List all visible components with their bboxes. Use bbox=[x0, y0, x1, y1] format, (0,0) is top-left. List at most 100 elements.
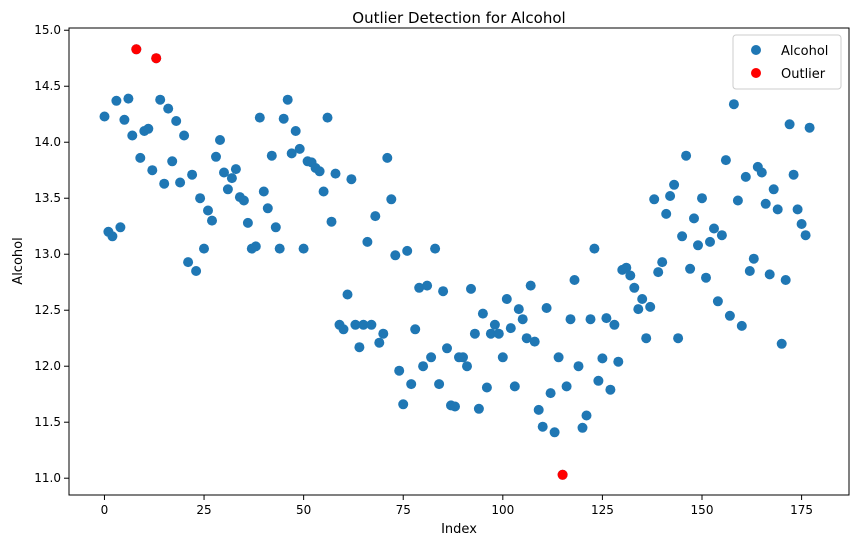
x-tick-label: 125 bbox=[591, 503, 614, 517]
data-point bbox=[537, 421, 548, 432]
chart-title: Outlier Detection for Alcohol bbox=[352, 9, 565, 27]
data-point bbox=[756, 167, 767, 178]
data-point bbox=[509, 381, 520, 392]
data-point bbox=[274, 243, 285, 254]
data-point bbox=[278, 113, 289, 124]
data-point bbox=[553, 352, 564, 363]
data-point bbox=[645, 301, 656, 312]
y-tick-label: 11.0 bbox=[34, 471, 61, 485]
data-point bbox=[226, 173, 237, 184]
data-point bbox=[290, 126, 301, 136]
data-point bbox=[485, 328, 496, 339]
data-point bbox=[119, 114, 130, 125]
data-point bbox=[784, 119, 795, 130]
data-point bbox=[143, 123, 154, 134]
data-point bbox=[685, 263, 696, 274]
data-point bbox=[736, 320, 747, 331]
data-point bbox=[318, 186, 329, 197]
data-point bbox=[171, 116, 182, 126]
data-point bbox=[195, 193, 206, 204]
data-point bbox=[123, 93, 134, 104]
data-point bbox=[358, 319, 369, 330]
data-point bbox=[712, 296, 723, 307]
data-point bbox=[466, 283, 476, 294]
data-point bbox=[613, 356, 624, 367]
data-point bbox=[163, 103, 174, 114]
data-point bbox=[266, 150, 277, 161]
data-point bbox=[673, 333, 684, 344]
data-point bbox=[167, 156, 178, 167]
data-point bbox=[107, 231, 118, 242]
data-point bbox=[222, 184, 233, 195]
data-point bbox=[382, 152, 393, 163]
data-point bbox=[211, 151, 221, 162]
data-point bbox=[199, 243, 209, 254]
data-point bbox=[330, 168, 341, 179]
data-point bbox=[434, 379, 445, 390]
data-point bbox=[250, 241, 261, 252]
data-point bbox=[489, 319, 500, 330]
data-point bbox=[155, 94, 166, 105]
data-point bbox=[406, 379, 417, 390]
data-point bbox=[366, 319, 377, 330]
data-point bbox=[458, 352, 468, 363]
data-point bbox=[521, 333, 532, 344]
outlier-point bbox=[557, 469, 568, 480]
y-tick-label: 13.0 bbox=[34, 247, 61, 261]
data-point bbox=[350, 319, 361, 330]
data-point bbox=[286, 148, 297, 159]
data-point bbox=[314, 166, 325, 177]
series-outlier bbox=[131, 44, 568, 480]
data-point bbox=[716, 230, 727, 241]
y-axis: 11.0 11.5 12.0 12.5 13.0 13.5 14.0 14.5 15.0 bbox=[34, 23, 69, 485]
data-point bbox=[159, 178, 170, 189]
x-axis: 0 25 50 75 100 125 150 175 bbox=[101, 495, 813, 517]
data-point bbox=[238, 195, 249, 206]
data-point bbox=[669, 179, 680, 190]
data-point bbox=[418, 361, 429, 372]
y-tick-label: 14.0 bbox=[34, 135, 61, 149]
data-point bbox=[207, 215, 217, 226]
data-point bbox=[569, 275, 580, 285]
data-point bbox=[609, 319, 620, 330]
data-point bbox=[764, 269, 775, 280]
data-point bbox=[505, 323, 516, 334]
data-point bbox=[768, 184, 779, 195]
data-point bbox=[629, 282, 640, 293]
x-tick-label: 75 bbox=[396, 503, 411, 517]
y-axis-label: Alcohol bbox=[11, 237, 26, 284]
data-point bbox=[294, 143, 305, 154]
data-point bbox=[414, 282, 425, 293]
data-point bbox=[497, 352, 508, 363]
data-point bbox=[748, 253, 759, 264]
legend: Alcohol Outlier bbox=[732, 34, 842, 90]
data-point bbox=[481, 382, 492, 393]
data-point bbox=[462, 361, 472, 372]
data-point bbox=[589, 243, 600, 254]
data-point bbox=[438, 286, 449, 297]
data-point bbox=[697, 193, 707, 204]
x-tick-label: 50 bbox=[296, 503, 311, 517]
data-point bbox=[689, 213, 699, 224]
data-point bbox=[135, 152, 146, 163]
data-point bbox=[637, 294, 648, 304]
data-point bbox=[270, 222, 281, 233]
data-point bbox=[398, 399, 409, 410]
data-point bbox=[262, 203, 273, 214]
data-point bbox=[709, 223, 719, 234]
data-point bbox=[653, 267, 664, 278]
data-point bbox=[326, 216, 337, 227]
data-point bbox=[410, 324, 421, 335]
data-point bbox=[601, 313, 612, 324]
data-point bbox=[342, 289, 353, 300]
data-point bbox=[203, 205, 213, 216]
data-point bbox=[705, 236, 715, 247]
data-point bbox=[804, 122, 815, 133]
data-point bbox=[728, 99, 739, 110]
data-point bbox=[657, 257, 668, 268]
data-point bbox=[258, 186, 269, 197]
data-point bbox=[577, 422, 588, 433]
data-point bbox=[242, 217, 253, 228]
